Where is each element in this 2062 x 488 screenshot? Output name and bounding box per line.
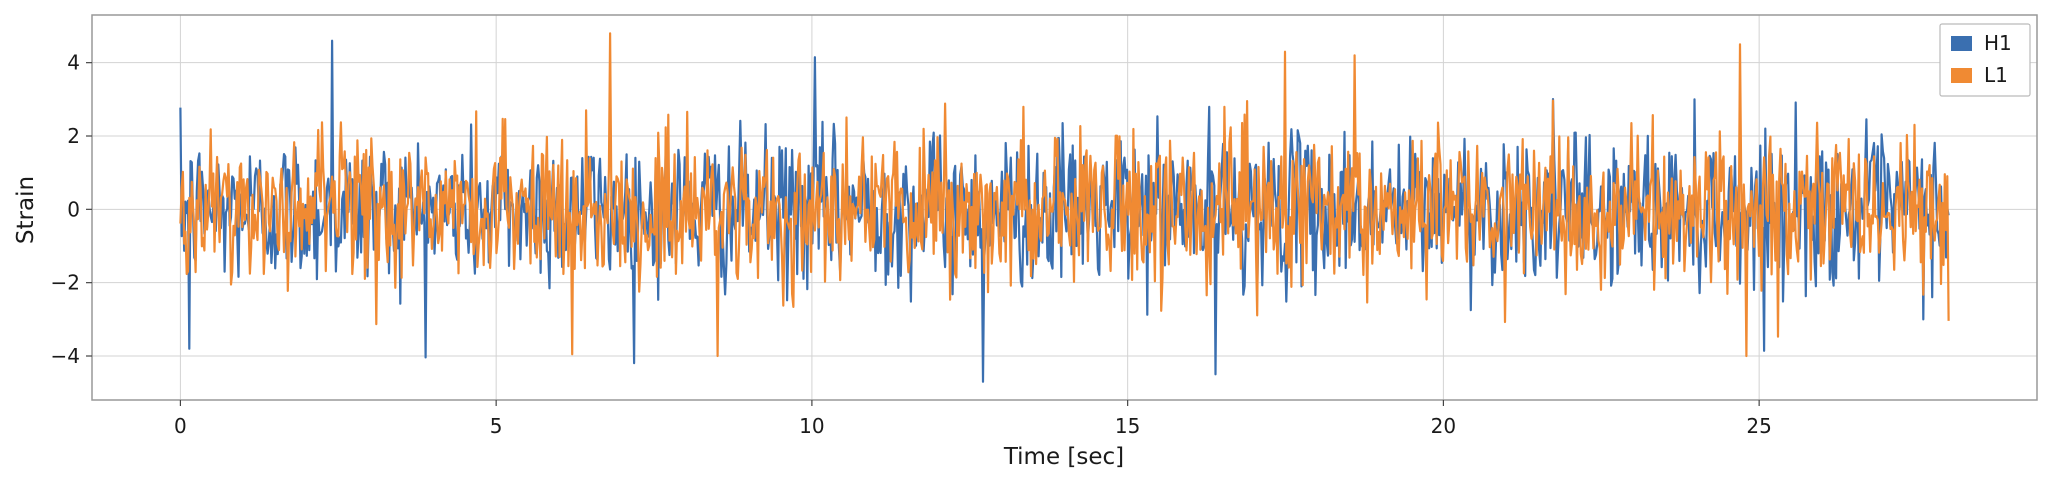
legend-swatch-h1 <box>1951 36 1972 51</box>
x-tick-label: 0 <box>174 414 187 438</box>
legend-swatch-l1 <box>1951 68 1972 83</box>
y-axis-label: Strain <box>13 176 39 244</box>
x-tick-label: 20 <box>1431 414 1456 438</box>
series-line-l1 <box>179 32 1950 358</box>
legend-label-l1: L1 <box>1984 63 2008 87</box>
y-tick-label: 0 <box>67 197 80 221</box>
series-layer <box>179 32 1950 383</box>
tick-layer: 0 5 10 15 20 25 −4 −2 0 2 4 <box>51 51 1772 438</box>
x-tick-label: 5 <box>490 414 503 438</box>
x-tick-label: 25 <box>1746 414 1771 438</box>
y-tick-label: 4 <box>67 51 80 75</box>
y-tick-label: −4 <box>51 344 80 368</box>
x-tick-label: 15 <box>1115 414 1140 438</box>
y-tick-label: −2 <box>51 271 80 295</box>
x-axis-label: Time [sec] <box>1003 444 1124 470</box>
legend-label-h1: H1 <box>1984 31 2012 55</box>
y-tick-label: 2 <box>67 124 80 148</box>
x-tick-label: 10 <box>799 414 824 438</box>
axes-frame <box>91 14 2038 401</box>
legend: H1 L1 <box>1939 23 2031 97</box>
